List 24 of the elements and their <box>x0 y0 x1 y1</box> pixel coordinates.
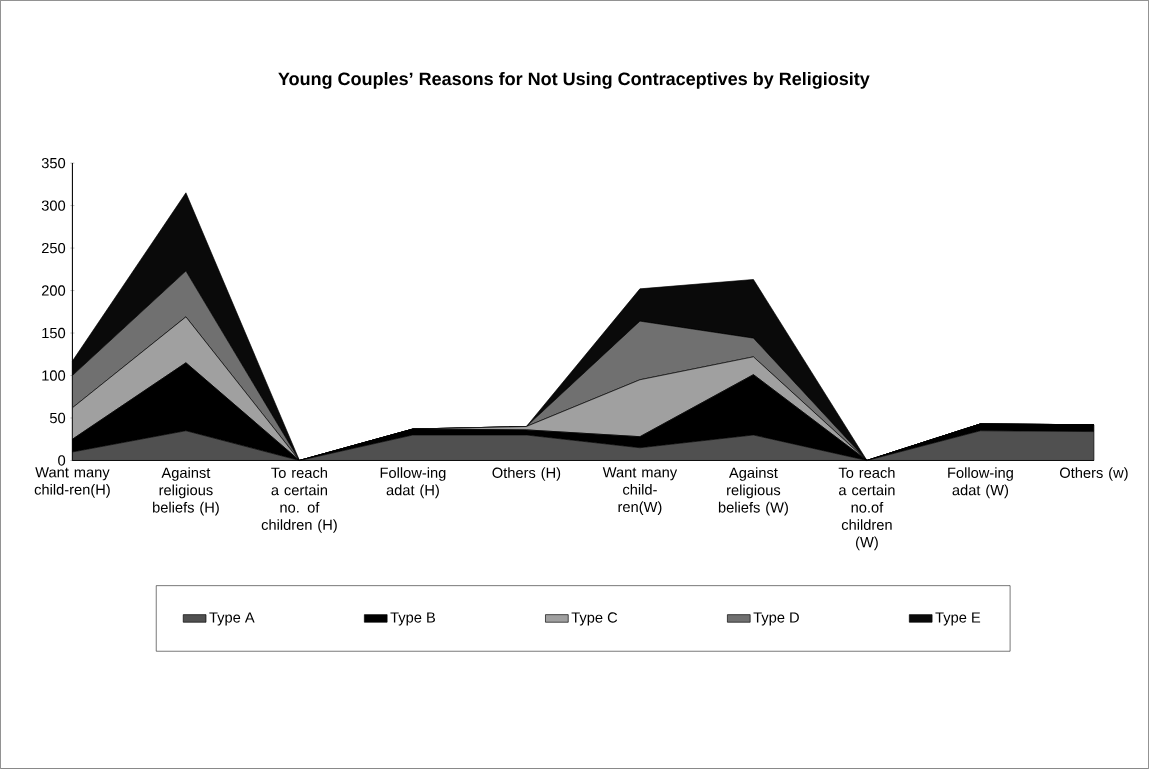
x-tick-label: Others (w) <box>1059 467 1128 481</box>
legend-label: Type C <box>571 612 618 626</box>
y-tick-label: 300 <box>41 200 66 211</box>
x-tick-label: Follow-ing adat (W) <box>948 467 1013 499</box>
y-tick-label: 200 <box>41 285 66 296</box>
y-tick-label: 250 <box>41 242 66 254</box>
legend-label: Type E <box>935 612 981 626</box>
x-tick-label: Want many child-ren(H) <box>34 467 110 498</box>
x-tick-label: Follow-ing adat (H) <box>380 467 446 499</box>
y-tick-label: 0 <box>58 455 66 466</box>
legend-label: Type A <box>209 612 255 626</box>
x-tick-label: Against religious beliefs (W) <box>718 467 788 516</box>
x-tick-label: Others (H) <box>492 467 561 481</box>
legend-label: Type B <box>390 612 436 626</box>
chart-title: Young Couples’ Reasons for Not Using Contraceptives by Religiosity <box>278 72 870 89</box>
legend-label: Type D <box>753 612 799 626</box>
x-tick-label: To reach a certain no. of children (H) <box>261 467 337 533</box>
y-tick-label: 100 <box>42 370 66 381</box>
x-tick-label: Against religious beliefs (H) <box>153 467 219 516</box>
x-tick-label: To reach a certain no.of children (W) <box>838 467 895 551</box>
y-tick-label: 150 <box>42 327 66 339</box>
y-tick-label: 50 <box>49 412 66 424</box>
y-tick-label: 350 <box>41 157 66 169</box>
x-tick-label: Want many child-ren(W) <box>602 467 678 516</box>
